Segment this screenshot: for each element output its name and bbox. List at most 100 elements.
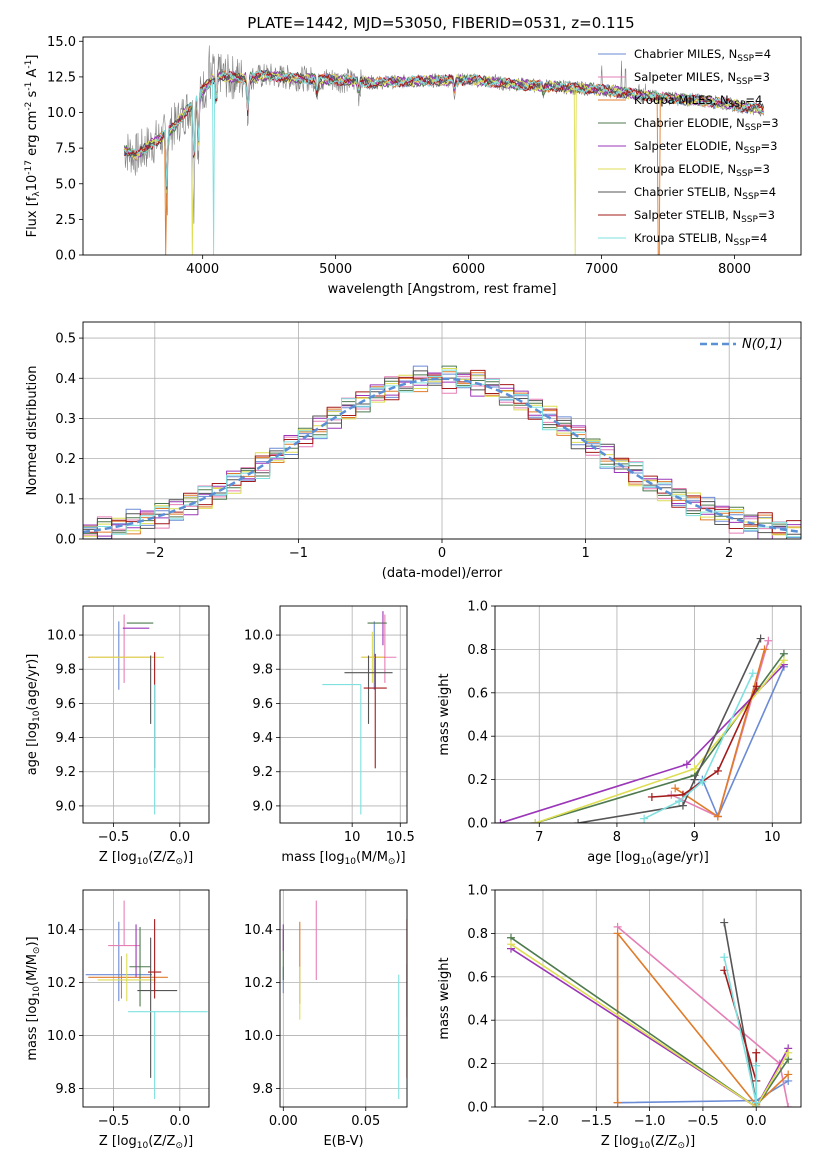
age-vs-mass-ytick-label: 9.0	[252, 799, 273, 814]
massweight-vs-age-marker	[756, 634, 765, 643]
spectrum-xlabel: wavelength [Angstrom, rest frame]	[328, 282, 557, 297]
massweight-vs-age-marker	[748, 669, 757, 678]
age-vs-mass-ytick-label: 10.0	[244, 629, 273, 644]
spectrum-legend-label: Salpeter ELODIE, NSSP=3	[634, 139, 777, 156]
spectrum-ytick-label: 10.0	[47, 106, 76, 121]
massweight-vs-age-ylabel: mass weight	[437, 673, 452, 755]
massweight-vs-Z-series-chabrier-stelib	[720, 918, 761, 1107]
mass-vs-ebv-axes: 0.00 0.05 9.8 10.0 10.4 10.2 E(B-V)	[244, 889, 408, 1149]
residual-hist-panel: −2 −1 0 1 2 0.0 0.1 0.2 0.3 0.4 0.5 (data-model)/er…	[25, 321, 802, 581]
residual-hist-xtick-label: −1	[289, 546, 308, 561]
spectrum-model-chabrier-elodie	[123, 70, 764, 190]
massweight-vs-Z-line-salpeter-stelib	[723, 970, 758, 1082]
age-vs-mass-point-kroupa-stelib	[322, 684, 362, 815]
age-vs-mass-ytick-label: 9.4	[252, 731, 273, 746]
spectrum-legend-label: Kroupa STELIB, NSSP=4	[634, 231, 767, 248]
mass-vs-Z-grid	[83, 890, 209, 1107]
massweight-vs-age-line-chabrier-elodie	[535, 653, 785, 823]
massweight-vs-Z-axes: −2.0 −1.5 −1.0 −0.5 0.0 0.0 0.2 0.4 0.6 0.8 1.0 Z […	[437, 884, 802, 1151]
mass-vs-Z-point-salpeter-miles	[108, 900, 141, 947]
massweight-vs-Z-series-kroupa-stelib	[720, 953, 761, 1107]
massweight-vs-age-marker	[713, 766, 722, 775]
residual-hist-plot	[83, 365, 801, 539]
age-vs-Z-panel: −0.5 0.0 9.0 9.2 9.4 9.6 9.8 10.0 Z [log10(Z/Z⊙)…	[25, 605, 210, 867]
panels: 4000 5000 6000 7000 80000.02.55.07.510.012.5…	[24, 35, 802, 1151]
mass-vs-Z-point-chabrier-stelib	[137, 937, 178, 1078]
massweight-vs-age-panel: 7 8 9 10 0.0 0.2 0.4 0.6 0.8 1.0 age [log10(age/yr…	[437, 600, 802, 867]
massweight-vs-Z-ytick-label: 1.0	[467, 884, 488, 899]
massweight-vs-age-marker	[764, 636, 773, 645]
mass-vs-Z-ylabel: mass [log10(M/M⊙)]	[25, 936, 42, 1060]
mass-vs-Z-axes: −0.5 0.0 9.8 10.0 10.2 10.4 Z [log10(Z/Z⊙)] mas…	[25, 889, 210, 1151]
age-vs-mass-panel: 10 10.5 9.0 9.2 9.4 9.6 9.8 10.0 mass [log10(M/M…	[244, 605, 415, 867]
spectrum-legend-label: Salpeter STELIB, NSSP=3	[634, 208, 775, 225]
mass-vs-Z-ytick-label: 10.4	[47, 923, 76, 938]
residual-hist-ytick-label: 0.0	[55, 533, 76, 548]
massweight-vs-age-series-kroupa-elodie	[531, 656, 788, 823]
massweight-vs-age-marker	[752, 682, 761, 691]
massweight-vs-age-frame	[494, 605, 802, 824]
age-vs-mass-point-kroupa-elodie	[360, 631, 384, 683]
age-vs-mass-frame	[279, 605, 408, 824]
massweight-vs-age-line-chabrier-miles	[678, 666, 785, 818]
age-vs-mass-ytick-label: 9.8	[252, 663, 273, 678]
massweight-vs-Z-line-chabrier-elodie	[510, 937, 789, 1107]
spectrum-legend-label: Salpeter MILES, NSSP=3	[634, 70, 770, 87]
massweight-vs-age-ytick-label: 1.0	[467, 600, 488, 615]
massweight-vs-age-marker	[647, 792, 656, 801]
mass-vs-ebv-ytick-label: 10.2	[244, 976, 273, 991]
spectrum-axes: 4000 5000 6000 7000 8000 0.0 2.5 5.0 7.5 10.0 12.5…	[24, 35, 802, 297]
massweight-vs-age-line-kroupa-stelib	[643, 672, 754, 820]
spectrum-ytick-label: 12.5	[47, 70, 76, 85]
massweight-vs-Z-marker	[720, 953, 729, 962]
massweight-vs-Z-marker	[506, 940, 515, 949]
residual-hist-xtick-label: 2	[725, 546, 733, 561]
age-vs-mass-point-chabrier-stelib	[344, 655, 393, 724]
massweight-vs-age-series-kroupa-miles	[671, 645, 769, 821]
mass-vs-Z-plot	[85, 900, 208, 1100]
mass-vs-Z-frame	[82, 889, 210, 1108]
mass-vs-Z-ytick-label: 10.2	[47, 976, 76, 991]
residual-hist-axes: −2 −1 0 1 2 0.0 0.1 0.2 0.3 0.4 0.5 (data-model)/er…	[25, 321, 802, 581]
spectrum-xtick-label: 4000	[186, 262, 219, 277]
massweight-vs-age-marker	[713, 812, 722, 821]
massweight-vs-Z-xtick-label: −1.0	[634, 1114, 666, 1129]
mass-vs-ebv-ytick-label: 10.0	[244, 1029, 273, 1044]
hist-legend-label: N(0,1)	[742, 337, 783, 352]
mass-vs-ebv-xtick-label: 0.05	[351, 1114, 380, 1129]
mass-vs-Z-ytick-label: 9.8	[55, 1082, 76, 1097]
age-vs-Z-ytick-label: 9.0	[55, 799, 76, 814]
massweight-vs-age-ytick-label: 0.2	[467, 773, 488, 788]
massweight-vs-Z-xtick-label: −0.5	[687, 1114, 719, 1129]
massweight-vs-age-series-kroupa-stelib	[640, 669, 757, 823]
age-vs-mass-axes: 10 10.5 9.0 9.2 9.4 9.6 9.8 10.0 mass [log10(M/M…	[244, 605, 415, 867]
massweight-vs-Z-marker	[784, 1048, 793, 1057]
massweight-vs-age-marker	[678, 801, 687, 810]
massweight-vs-age-marker	[496, 819, 505, 823]
massweight-vs-age-marker	[682, 760, 691, 769]
mass-vs-Z-point-kroupa-elodie	[97, 953, 156, 1002]
mass-vs-Z-xlabel: Z [log10(Z/Z⊙)]	[99, 1134, 193, 1151]
mass-vs-ebv-plot	[282, 900, 407, 1100]
age-vs-Z-grid	[83, 606, 209, 823]
massweight-vs-Z-line-kroupa-elodie	[510, 943, 789, 1107]
massweight-vs-Z-line-salpeter-elodie	[510, 947, 789, 1107]
mass-vs-ebv-ytick-label: 10.4	[244, 923, 273, 938]
massweight-vs-Z-marker	[720, 918, 729, 927]
spectrum-plot	[123, 45, 764, 255]
hist-legend: N(0,1)	[700, 337, 783, 352]
age-vs-mass-grid	[280, 606, 407, 823]
age-vs-mass-xlabel: mass [log10(M/M⊙)]	[281, 850, 405, 867]
mass-vs-Z-ytick-label: 10.0	[47, 1029, 76, 1044]
mass-vs-ebv-grid	[280, 890, 407, 1107]
mass-vs-ebv-panel: 0.00 0.05 9.8 10.0 10.4 10.2 E(B-V)	[244, 889, 408, 1149]
mass-vs-Z-xtick-label: 0.0	[169, 1114, 190, 1129]
massweight-vs-age-marker	[671, 784, 680, 793]
massweight-vs-age-marker	[779, 656, 788, 665]
massweight-vs-Z-plot	[506, 918, 793, 1107]
massweight-vs-age-line-salpeter-elodie	[500, 664, 785, 823]
spectrum-ylabel: Flux [fλ10-17 erg cm-2 s-1 A-1]	[24, 55, 42, 238]
massweight-vs-age-plot	[496, 634, 788, 823]
age-vs-mass-xtick-label: 10.5	[386, 830, 415, 845]
spectrum-legend-label: Chabrier ELODIE, NSSP=3	[634, 116, 779, 133]
